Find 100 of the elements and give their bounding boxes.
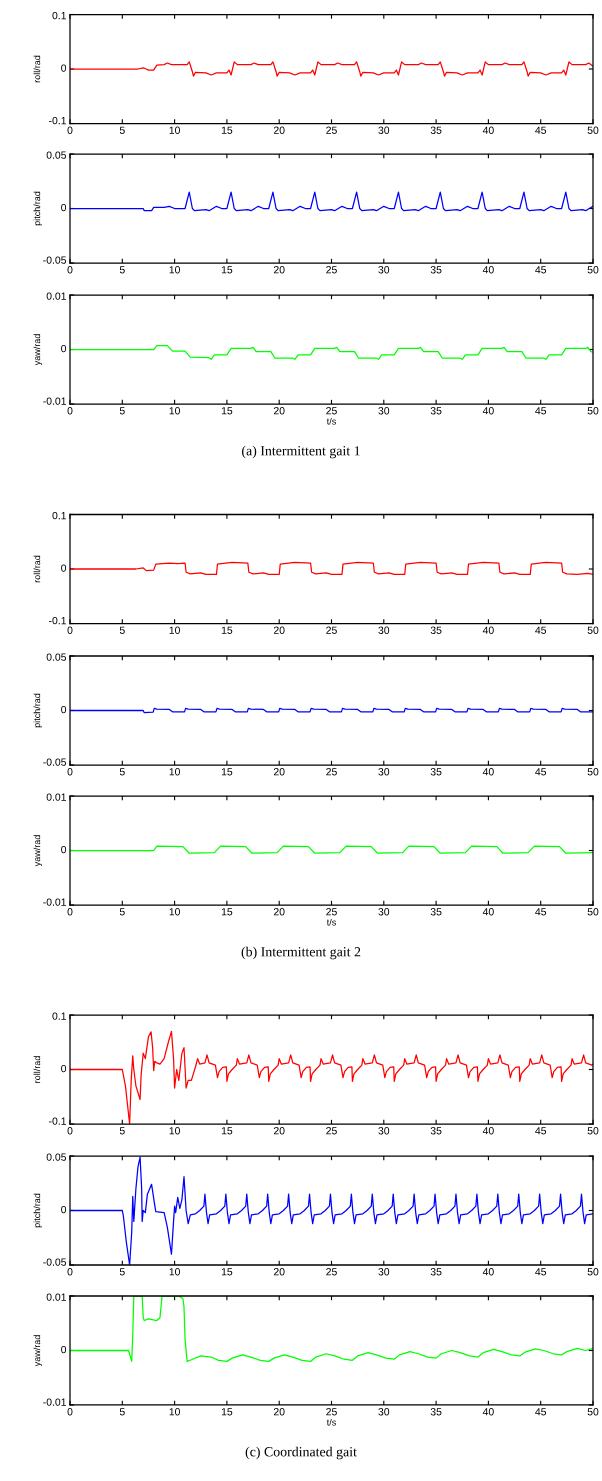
line-series: [70, 345, 593, 360]
x-tick-label: 35: [430, 126, 442, 134]
x-tick-label: 15: [221, 1408, 233, 1416]
x-tick-label: 35: [430, 1268, 442, 1276]
x-axis-title: t/s: [326, 1418, 336, 1426]
x-tick-label: 20: [273, 626, 285, 634]
x-tick-label: 25: [326, 407, 337, 415]
text: (c) Coordinated gait: [245, 1446, 357, 1460]
x-tick-label: 0: [67, 407, 73, 415]
x-tick-label: 20: [273, 908, 285, 916]
x-tick-label: 45: [535, 1408, 547, 1416]
text: (b) Intermittent gait 2: [241, 946, 361, 960]
x-tick-label: 20: [273, 1127, 285, 1135]
x-tick-label: 0: [67, 266, 73, 274]
y-tick-label: 0.05: [46, 1153, 67, 1161]
x-tick-label: 0: [67, 626, 73, 634]
y-tick-label: 0: [61, 1064, 67, 1073]
x-tick-label: 40: [482, 266, 494, 274]
x-tick-label: 45: [535, 768, 547, 776]
x-axis-title: t/s: [326, 918, 336, 926]
x-tick-label: 40: [482, 1268, 494, 1276]
x-tick-label: 40: [482, 908, 494, 916]
x-tick-label: 10: [169, 626, 180, 634]
x-tick-label: 15: [221, 1268, 233, 1276]
x-tick-label: 30: [378, 768, 390, 776]
y-tick-label: 0.1: [52, 511, 66, 520]
x-tick-label: 50: [587, 266, 599, 274]
x-tick-label: 30: [378, 126, 390, 134]
x-tick-label: 15: [221, 126, 233, 134]
x-tick-label: 15: [221, 626, 233, 634]
x-tick-label: 25: [326, 908, 337, 916]
x-tick-label: 20: [273, 126, 285, 134]
line-series: [70, 191, 593, 212]
y-axis-title: roll/rad: [33, 1056, 41, 1083]
x-tick-label: 50: [587, 1127, 599, 1135]
x-tick-label: 5: [119, 1408, 125, 1416]
y-tick-label: 0: [61, 845, 67, 854]
x-tick-label: 25: [326, 1268, 337, 1276]
y-axis-title: pitch/rad: [33, 191, 42, 226]
y-axis-title: pitch/rad: [33, 1193, 42, 1228]
x-tick-label: 25: [326, 1408, 337, 1416]
x-tick-label: 40: [482, 407, 494, 415]
x-tick-label: 5: [119, 126, 125, 134]
x-tick-label: 35: [430, 1408, 442, 1416]
x-tick-label: 50: [587, 407, 599, 415]
x-tick-label: 50: [587, 1408, 599, 1416]
y-tick-label: 0: [61, 344, 67, 353]
x-tick-label: 30: [378, 908, 390, 916]
x-tick-label: 40: [482, 1127, 494, 1135]
y-tick-label: 0.01: [46, 1293, 66, 1301]
y-tick-label: -0.05: [43, 256, 67, 264]
x-tick-label: 40: [482, 126, 494, 134]
x-tick-label: 10: [169, 768, 180, 776]
x-tick-label: 5: [119, 1127, 125, 1135]
x-tick-label: 25: [326, 768, 337, 776]
x-tick-label: 45: [535, 626, 547, 634]
x-tick-label: 15: [221, 768, 233, 776]
x-tick-label: 5: [119, 768, 125, 776]
x-tick-label: 0: [67, 1268, 73, 1276]
y-tick-label: 0.05: [46, 151, 67, 159]
x-tick-label: 20: [273, 768, 285, 776]
x-tick-label: 5: [119, 407, 125, 415]
y-tick-label: -0.01: [43, 397, 66, 405]
x-tick-label: 25: [326, 1127, 337, 1135]
y-tick-label: 0: [61, 203, 67, 212]
x-tick-label: 35: [430, 768, 442, 776]
x-tick-label: 25: [326, 626, 337, 634]
x-tick-label: 30: [378, 1268, 390, 1276]
x-tick-label: 35: [430, 1127, 442, 1135]
x-tick-label: 50: [587, 126, 599, 134]
y-tick-label: 0.05: [46, 653, 67, 661]
x-tick-label: 50: [587, 768, 599, 776]
x-axis-title: t/s: [326, 417, 336, 425]
y-tick-label: -0.05: [43, 1258, 67, 1266]
line-series: [70, 561, 593, 576]
y-tick-label: 0.1: [52, 11, 66, 20]
x-tick-label: 5: [119, 626, 125, 634]
x-tick-label: 45: [535, 266, 547, 274]
x-tick-label: 50: [587, 908, 599, 916]
x-tick-label: 15: [221, 1127, 233, 1135]
y-tick-label: -0.01: [43, 898, 66, 906]
x-tick-label: 10: [169, 407, 180, 415]
x-tick-label: 5: [119, 1268, 125, 1276]
x-tick-label: 25: [326, 266, 337, 274]
x-tick-label: 45: [535, 1127, 547, 1135]
y-tick-label: -0.1: [49, 116, 66, 125]
x-tick-label: 40: [482, 1408, 494, 1416]
x-tick-label: 45: [535, 126, 547, 134]
x-tick-label: 45: [535, 908, 547, 916]
x-tick-label: 45: [535, 1268, 547, 1276]
x-tick-label: 0: [67, 1127, 73, 1135]
y-tick-label: -0.1: [49, 1117, 66, 1125]
x-tick-label: 0: [67, 1408, 73, 1416]
x-tick-label: 15: [221, 266, 233, 274]
x-tick-label: 30: [378, 626, 390, 634]
x-tick-label: 10: [169, 1127, 180, 1135]
x-tick-label: 10: [169, 1268, 180, 1276]
x-tick-label: 10: [169, 908, 180, 916]
x-tick-label: 0: [67, 768, 73, 776]
x-tick-label: 50: [587, 626, 599, 634]
